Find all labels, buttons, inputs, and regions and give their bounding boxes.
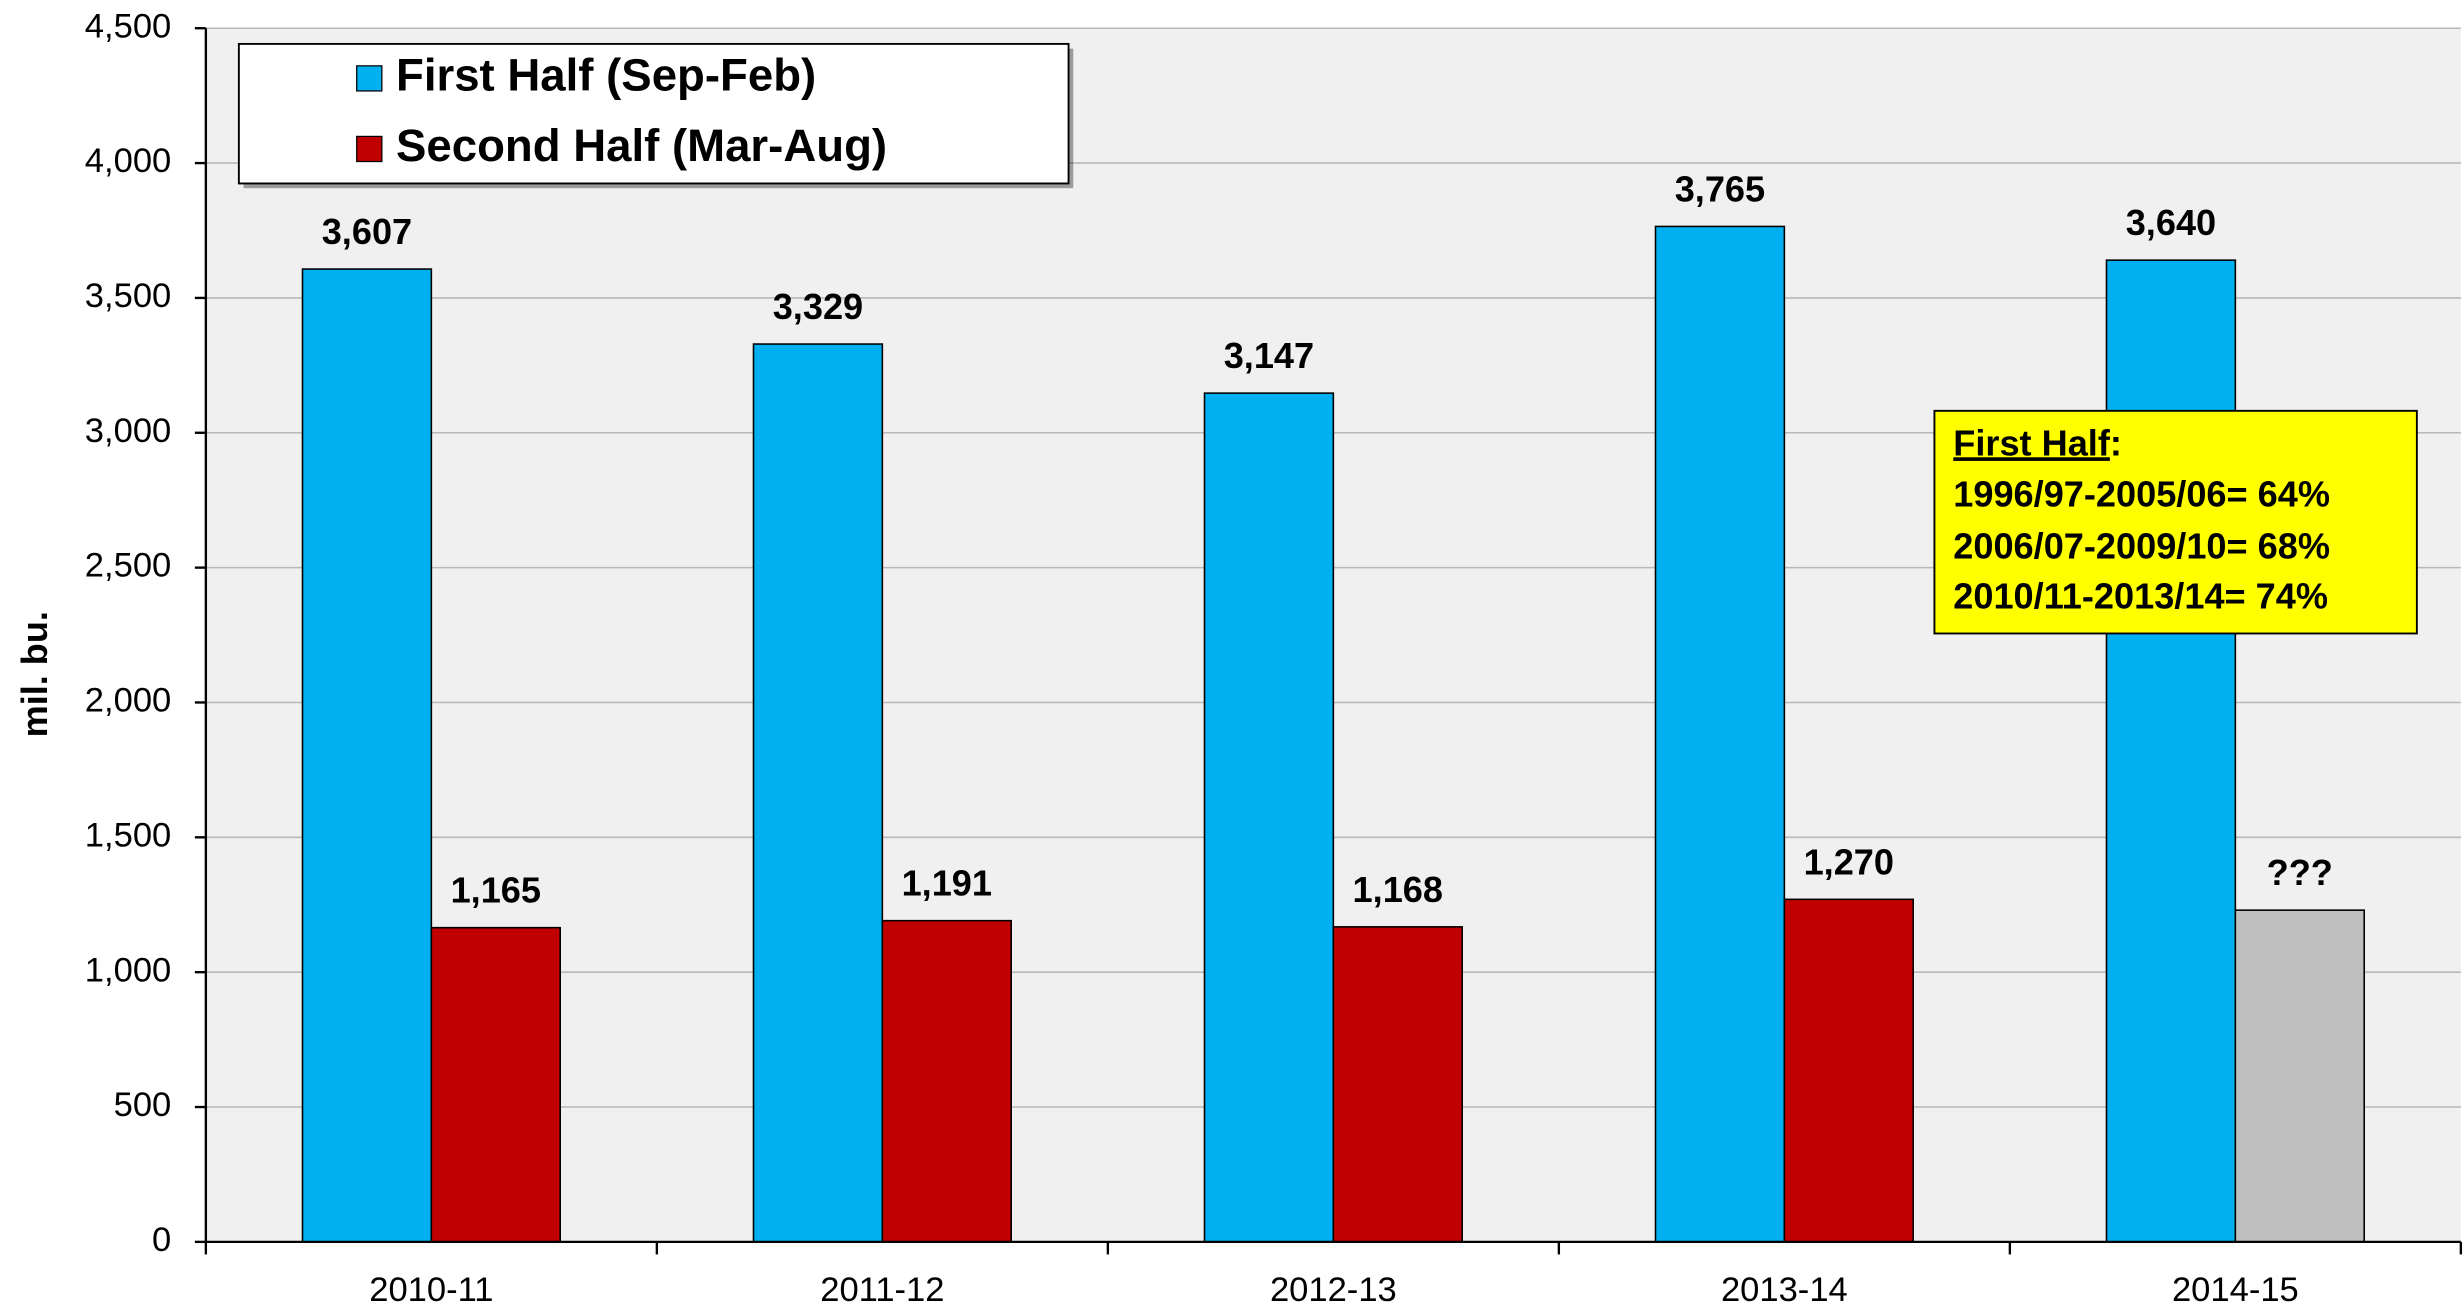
legend-swatch [356,65,383,92]
value-label: 1,191 [902,863,992,904]
bar [301,268,433,1243]
bar [2234,909,2365,1243]
bar [881,919,1012,1243]
bars [301,225,2365,1243]
x-tick-label: 2013-14 [1721,1271,1848,1309]
y-tick-label: 1,000 [85,951,171,989]
x-tick-label: 2010-11 [369,1271,493,1309]
y-tick-label: 2,500 [85,547,171,585]
value-label: 1,165 [451,870,541,911]
y-axis-label: mil. bu. [14,611,55,737]
y-tick-label: 4,000 [85,142,171,180]
value-label: 1,168 [1353,869,1443,910]
legend-swatch [356,135,383,163]
bar [2105,259,2237,1243]
value-label: 3,765 [1675,169,1765,210]
value-label: 3,329 [773,286,863,327]
legend: First Half (Sep-Feb) Second Half (Mar-Au… [237,42,1074,189]
annotation-line: 1996/97-2005/06= 64% [1953,474,2330,515]
y-tick-label: 2,000 [85,682,171,720]
bar [1332,926,1463,1243]
x-tick-label: 2011-12 [820,1271,944,1309]
y-tick-label: 0 [152,1221,171,1259]
annotation-title-text: First Half [1953,422,2111,463]
bar [1783,898,1914,1243]
legend-label: First Half (Sep-Feb) [396,49,816,100]
bar [1203,392,1335,1243]
annotation-title: First Half: [1953,422,2122,463]
value-label: 3,607 [322,211,412,252]
bar [430,926,561,1243]
annotation-line: 2010/11-2013/14= 74% [1953,576,2328,617]
x-tick-label: 2014-15 [2172,1271,2299,1309]
y-tick-label: 500 [114,1086,172,1124]
bar [1654,225,1786,1243]
annotation-line: 2006/07-2009/10= 68% [1953,525,2330,566]
value-label: 1,270 [1804,841,1894,882]
x-tick-label: 2012-13 [1270,1271,1397,1309]
legend-label: Second Half (Mar-Aug) [396,120,887,171]
y-tick-label: 1,500 [85,816,171,854]
value-label: 3,147 [1224,335,1314,376]
y-tick-label: 4,500 [85,7,171,45]
annotation: First Half: 1996/97-2005/06= 64% 2006/07… [1933,409,2418,635]
bar [752,343,884,1243]
y-tick-label: 3,500 [85,277,171,315]
annotation-title-punct: : [2110,422,2122,463]
value-label: 3,640 [2126,202,2216,243]
y-tick-label: 3,000 [85,412,171,450]
value-label: ??? [2267,852,2333,893]
annotation-box [1933,409,2418,635]
